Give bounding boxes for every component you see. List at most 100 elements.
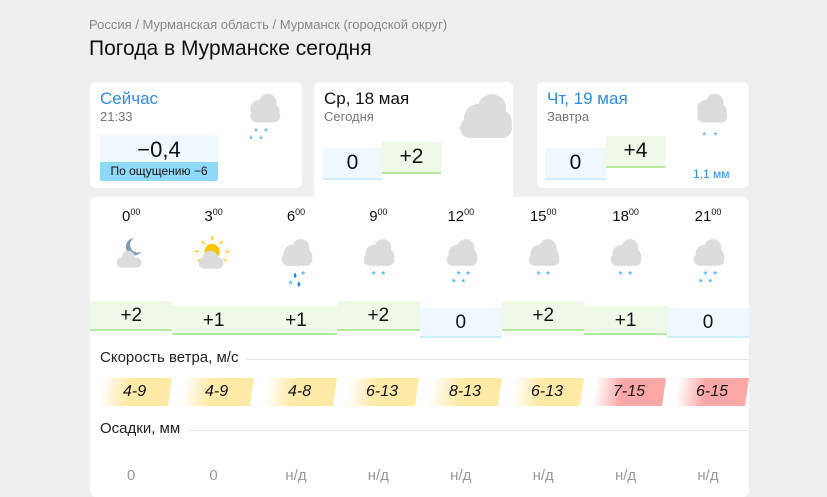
svg-text:*: * <box>259 135 263 141</box>
svg-text:*: * <box>619 269 624 281</box>
hour-temp: 0 <box>419 308 502 338</box>
svg-text:*: * <box>301 269 306 281</box>
hour-temp: 0 <box>666 308 750 338</box>
svg-text:*: * <box>703 269 708 281</box>
precip-value: н/д <box>614 467 637 484</box>
tomorrow-precip: 1,1 мм <box>693 167 730 181</box>
svg-text:*: * <box>546 269 551 281</box>
precip-value: н/д <box>285 467 307 484</box>
now-time: 21:33 <box>100 109 133 124</box>
wind-speed-badge: 4-9 <box>98 378 172 406</box>
svg-text:*: * <box>451 277 456 289</box>
cloud-light-snow-icon: * * <box>528 239 560 281</box>
hour-label: 1500 <box>529 207 557 225</box>
hour-column: 1800 * * +1 7-15 н/д <box>584 197 667 497</box>
hourly-forecast: Скорость ветра, м/с Осадки, мм 000 +2 4-… <box>90 197 750 497</box>
breadcrumb-region[interactable]: Мурманская область <box>142 17 269 32</box>
hour-column: 900 * * +2 6-13 н/д <box>337 197 420 497</box>
precip-section-title: Осадки, мм <box>100 420 189 437</box>
svg-text:*: * <box>264 127 268 138</box>
hour-label: 000 <box>122 207 141 225</box>
hour-temp: +1 <box>172 306 255 335</box>
feels-like: По ощущению −6 <box>100 162 218 181</box>
moon-cloud-icon <box>116 238 142 268</box>
svg-text:*: * <box>254 127 258 138</box>
cloud-light-snow-icon: * * <box>611 239 642 281</box>
precip-value: н/д <box>367 467 389 484</box>
now-temp-box: −0,4 По ощущению −6 <box>100 135 218 181</box>
today-label: Ср, 18 мая <box>324 89 410 108</box>
hour-label: 600 <box>286 207 306 225</box>
tomorrow-card[interactable]: Чт, 19 мая Завтра * * 1,1 мм 0 +4 <box>537 82 749 188</box>
breadcrumb: Россия / Мурманская область / Мурманск (… <box>89 17 448 32</box>
svg-text:*: * <box>456 269 461 281</box>
today-min-temp: 0 <box>323 148 382 180</box>
wind-speed-badge: 8-13 <box>427 378 502 406</box>
hour-column: 1200 * * * * 0 8-13 н/д <box>419 197 502 497</box>
today-max-temp: +2 <box>382 142 441 174</box>
divider <box>100 359 749 360</box>
hour-temp: +1 <box>254 306 338 335</box>
wind-speed-badge: 4-8 <box>262 378 337 406</box>
hour-label: 900 <box>369 207 388 225</box>
wind-speed-badge: 6-13 <box>345 378 420 406</box>
svg-text:*: * <box>381 269 386 281</box>
svg-text:*: * <box>465 269 470 281</box>
wind-section-title: Скорость ветра, м/с <box>100 349 247 366</box>
svg-text:*: * <box>288 279 293 291</box>
precip-value: н/д <box>532 467 554 484</box>
svg-text:*: * <box>698 277 703 289</box>
cloud-light-snow-icon: * * <box>363 239 395 281</box>
hour-column: 1500 * * +2 6-13 н/д <box>502 197 585 497</box>
svg-text:*: * <box>372 269 377 281</box>
hour-temp: +2 <box>337 301 420 331</box>
wind-speed-badge: 7-15 <box>592 378 667 406</box>
now-card[interactable]: Сейчас 21:33 −0,4 По ощущению −6 * * * * <box>90 82 302 188</box>
tomorrow-min-temp: 0 <box>545 148 606 180</box>
cloud-icon <box>460 94 512 138</box>
hour-temp: +1 <box>584 306 667 335</box>
cloud-snow-icon: * * <box>697 93 728 140</box>
today-sub: Сегодня <box>324 109 374 124</box>
tomorrow-label: Чт, 19 мая <box>547 89 628 108</box>
cloud-rain-snow-icon: ** <box>281 239 313 291</box>
page-title: Погода в Мурманске сегодня <box>89 37 372 60</box>
precip-value: н/д <box>697 467 719 484</box>
now-label: Сейчас <box>100 89 159 108</box>
svg-text:*: * <box>713 269 718 281</box>
svg-text:*: * <box>536 269 541 281</box>
breadcrumb-russia[interactable]: Россия <box>89 17 132 32</box>
hour-column: 000 +2 4-9 0 <box>90 197 173 497</box>
hour-column: 300 +1 4-9 0 <box>172 197 255 497</box>
hour-column: 2100 * * * * 0 6-15 н/д <box>666 197 750 497</box>
precip-value: н/д <box>450 467 472 484</box>
wind-speed-badge: 4-9 <box>180 378 255 406</box>
svg-text:*: * <box>708 277 713 289</box>
today-card[interactable]: Ср, 18 мая Сегодня 0 +2 <box>314 82 513 198</box>
hour-temp: +2 <box>502 301 585 331</box>
cloud-snow-icon: * ** * <box>693 239 725 289</box>
svg-text:*: * <box>249 135 253 141</box>
svg-text:*: * <box>714 131 718 140</box>
breadcrumb-city[interactable]: Мурманск (городской округ) <box>279 17 448 32</box>
cloud-snow-icon: * ** * <box>249 93 281 141</box>
hour-column: 600 * * +1 4-8 н/д <box>254 197 338 497</box>
hour-label: 300 <box>204 207 223 225</box>
wind-speed-badge: 6-13 <box>510 378 584 406</box>
sun-cloud-icon <box>195 236 230 269</box>
wind-speed-badge: 6-15 <box>674 378 749 406</box>
now-temp: −0,4 <box>137 137 181 162</box>
svg-text:*: * <box>702 131 706 140</box>
hour-label: 2100 <box>694 207 722 225</box>
hour-label: 1800 <box>612 207 639 225</box>
tomorrow-sub: Завтра <box>547 109 590 124</box>
precip-value: 0 <box>209 467 218 484</box>
tomorrow-max-temp: +4 <box>606 136 665 168</box>
hour-label: 1200 <box>447 207 475 225</box>
svg-text:*: * <box>628 269 633 281</box>
hour-temp: +2 <box>90 301 173 331</box>
cloud-snow-icon: * ** * <box>446 239 477 289</box>
precip-value: 0 <box>127 467 136 484</box>
svg-text:*: * <box>461 277 466 289</box>
divider <box>100 430 749 431</box>
